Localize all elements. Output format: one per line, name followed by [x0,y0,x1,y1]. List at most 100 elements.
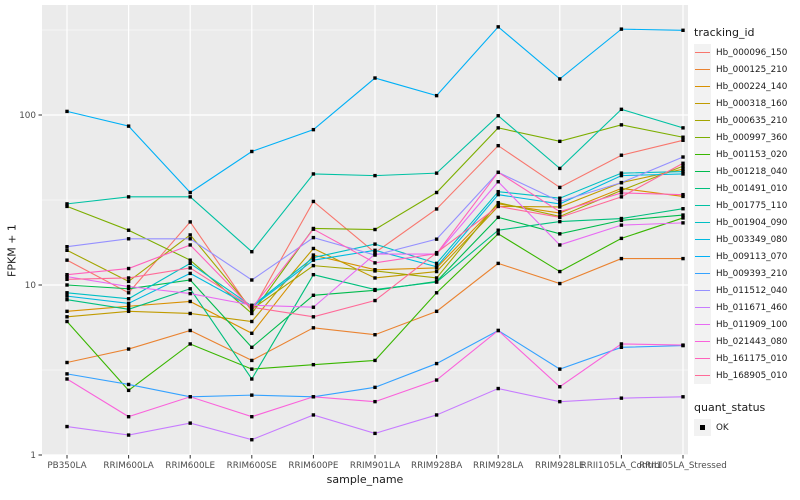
data-point-Hb_001491_010 [496,228,500,232]
legend-item-Hb_011909_100: Hb_011909_100 [694,316,800,333]
legend-label: Hb_001775_110 [716,200,788,211]
data-point-Hb_011671_460 [434,413,439,417]
legend-label: Hb_021443_080 [716,336,788,347]
data-point-Hb_003349_080 [496,192,500,197]
legend-label: Hb_003349_080 [716,234,788,245]
data-point-Hb_009393_210 [373,385,377,390]
data-point-Hb_001218_040 [496,215,500,220]
data-point-Hb_009113_070 [434,93,439,98]
data-point-Hb_000635_210 [126,279,131,284]
data-point-Hb_001218_040 [619,218,624,223]
data-point-Hb_011671_460 [373,431,377,436]
legend-quant-block: quant_status OK [694,401,800,436]
data-point-Hb_003349_080 [558,202,562,206]
data-point-Hb_009113_070 [373,76,377,80]
data-point-Hb_011512_040 [558,199,562,204]
data-point-Hb_000125_210 [496,261,500,266]
data-point-Hb_001775_110 [619,107,624,112]
data-point-Hb_168905_010 [496,204,500,209]
legend-label: OK [716,422,729,433]
data-point-Hb_161175_010 [188,243,192,247]
data-point-Hb_011671_460 [681,395,685,399]
data-point-Hb_161175_010 [311,227,316,231]
data-point-Hb_000096_150 [126,291,131,295]
data-point-Hb_009393_210 [65,372,69,376]
legend-key-line-icon [694,299,711,316]
x-tick-label-RRIM600PE: RRIM600PE [288,461,338,471]
data-point-Hb_000997_360 [373,227,377,232]
data-point-Hb_001491_010 [681,207,685,211]
x-tick-label-RRIM928LE: RRIM928LE [535,461,585,471]
legend-item-Hb_000096_150: Hb_000096_150 [694,44,800,61]
data-point-Hb_001153_020 [681,216,685,220]
data-point-Hb_000096_150 [188,220,192,224]
data-point-Hb_000997_360 [619,123,624,127]
data-point-Hb_011909_100 [496,180,500,184]
data-point-Hb_011671_460 [126,433,131,437]
data-point-Hb_000318_160 [558,205,562,209]
data-point-Hb_001218_040 [311,293,316,297]
data-point-Hb_021443_080 [496,328,500,333]
data-point-Hb_000997_360 [434,190,439,195]
data-point-Hb_009113_070 [311,127,316,132]
data-point-Hb_011909_100 [619,223,624,227]
y-tick-label-10: 10 [25,281,37,291]
data-point-Hb_001775_110 [496,114,500,118]
legend-label: Hb_011909_100 [716,319,788,330]
legend-label: Hb_000318_160 [716,98,788,109]
data-point-Hb_000224_140 [681,194,685,199]
data-point-Hb_021443_080 [434,378,439,382]
data-point-Hb_000224_140 [65,309,69,314]
legend-key-line-icon [694,350,711,367]
y-tick-label-100: 100 [19,111,36,121]
data-point-Hb_000635_210 [619,188,624,193]
data-point-Hb_000997_360 [65,204,69,209]
y-axis-title: FPKM + 1 [5,224,19,277]
data-point-Hb_001153_020 [188,342,192,346]
legend-key-line-icon [694,180,711,197]
data-point-Hb_003349_080 [188,271,192,276]
data-point-Hb_168905_010 [434,250,439,255]
legend-key-line-icon [694,248,711,265]
legend-key-line-icon [694,112,711,129]
data-point-Hb_001904_090 [311,255,316,260]
data-point-Hb_168905_010 [65,277,69,282]
data-point-Hb_000125_210 [373,333,377,337]
data-point-Hb_168905_010 [311,315,316,319]
data-point-Hb_009393_210 [558,367,562,371]
data-point-Hb_000125_210 [681,256,685,261]
data-point-Hb_161175_010 [65,272,69,277]
data-point-Hb_168905_010 [188,266,192,270]
data-point-Hb_000318_160 [188,311,192,316]
legend-label: Hb_000224_140 [716,81,788,92]
data-point-Hb_000125_210 [250,358,254,363]
legend-key-line-icon [694,316,711,333]
data-point-Hb_000224_140 [311,253,316,257]
legend-key-line-icon [694,214,711,231]
legend-item-Hb_168905_010: Hb_168905_010 [694,367,800,384]
x-tick-label-PB350LA: PB350LA [47,461,86,471]
data-point-Hb_001904_090 [619,171,624,175]
panel-background [42,5,688,455]
data-point-Hb_011671_460 [311,413,316,417]
data-point-Hb_011671_460 [250,438,254,442]
data-point-Hb_001491_010 [250,377,254,381]
data-point-Hb_001218_040 [558,232,562,236]
data-point-Hb_001904_090 [126,297,131,301]
data-point-Hb_000635_210 [65,248,69,252]
data-point-Hb_000635_210 [373,269,377,273]
data-point-Hb_011909_100 [681,221,685,225]
data-point-Hb_009393_210 [250,393,254,397]
data-point-Hb_009113_070 [619,27,624,31]
data-point-Hb_003349_080 [373,248,377,252]
legend-item-Hb_161175_010: Hb_161175_010 [694,350,800,367]
data-point-Hb_168905_010 [373,298,377,303]
legend-item-Hb_000125_210: Hb_000125_210 [694,61,800,78]
data-point-Hb_009113_070 [250,149,254,154]
x-tick-label-RRII105LA_Control: RRII105LA_Control [581,461,663,471]
data-point-Hb_021443_080 [65,377,69,381]
legend-quant-items: OK [694,419,800,436]
x-tick-label-RRIM600SE: RRIM600SE [227,461,277,471]
data-point-Hb_001904_090 [434,261,439,266]
